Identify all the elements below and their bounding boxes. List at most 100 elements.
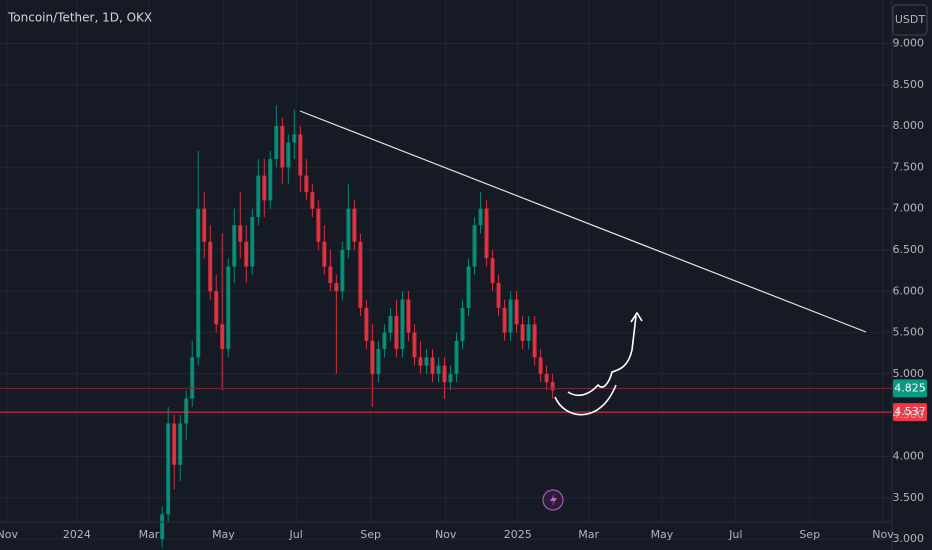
arrow-drawing — [567, 315, 637, 397]
candle-body — [520, 324, 525, 341]
levels: 4.825 4.537 — [0, 379, 927, 422]
x-tick-label: May — [212, 528, 235, 541]
y-tick-label: 8.500 — [893, 78, 925, 91]
x-tick-label: Nov — [0, 528, 18, 541]
candles — [160, 105, 555, 548]
x-tick-label: Jul — [288, 528, 302, 541]
grid — [0, 0, 892, 540]
candle-body — [292, 134, 297, 143]
x-tick-label: 2025 — [504, 528, 532, 541]
x-tick-label: Mar — [578, 528, 599, 541]
y-tick-label: 3.000 — [893, 532, 925, 545]
arrow-head — [630, 311, 643, 323]
candle-body — [424, 357, 429, 366]
candle-body — [346, 208, 351, 250]
x-tick-label: Sep — [799, 528, 820, 541]
curve-drawing — [554, 384, 617, 416]
candle-body — [286, 142, 291, 168]
candle-body — [298, 134, 303, 176]
x-tick-label: Nov — [872, 528, 894, 541]
candle-body — [532, 324, 537, 358]
candle-body — [358, 241, 363, 308]
candle-body — [538, 357, 543, 374]
candle-body — [478, 208, 483, 226]
candle-body — [370, 340, 375, 374]
candle-body — [364, 307, 369, 341]
currency-label: USDT — [895, 13, 926, 26]
y-tick-label: 6.000 — [893, 284, 925, 297]
candle-body — [322, 241, 327, 267]
candle-body — [310, 192, 315, 209]
candle-body — [430, 357, 435, 374]
candle-body — [232, 225, 237, 267]
candle-body — [484, 208, 489, 259]
x-tick-label: May — [651, 528, 674, 541]
candle-body — [382, 332, 387, 350]
candle-body — [352, 208, 357, 242]
candle-body — [208, 241, 213, 292]
candle-body — [316, 208, 321, 242]
candle-body — [196, 208, 201, 358]
candle-body — [544, 373, 549, 383]
lightning — [550, 493, 557, 507]
candle-body — [190, 357, 195, 399]
candle-body — [160, 514, 165, 540]
candle-body — [376, 349, 381, 374]
candle-body — [220, 324, 225, 350]
candle-body — [226, 266, 231, 350]
candle-body — [268, 159, 273, 201]
candle-body — [412, 332, 417, 358]
price-label: 4.825 — [894, 381, 926, 394]
candle-body — [490, 258, 495, 284]
candle-body — [388, 316, 393, 333]
candle-body — [466, 266, 471, 308]
chart-title: Toncoin/Tether, 1D, OKX — [7, 11, 152, 25]
candle-body — [214, 291, 219, 325]
candle-body — [406, 299, 411, 333]
candle-body — [550, 382, 555, 391]
candle-body — [418, 357, 423, 366]
candle-body — [202, 208, 207, 242]
x-tick-label: Nov — [435, 528, 457, 541]
y-tick-label: 4.000 — [893, 449, 925, 462]
y-tick-label: 5.000 — [893, 367, 925, 380]
candle-body — [238, 225, 243, 242]
trend-line — [299, 110, 867, 333]
candle-body — [526, 324, 531, 341]
candle-body — [454, 340, 459, 374]
x-tick-label: Jul — [728, 528, 742, 541]
candle-body — [328, 266, 333, 284]
candle-body — [340, 249, 345, 292]
candle-body — [178, 423, 183, 465]
currency-button[interactable] — [892, 4, 928, 36]
candle-body — [502, 307, 507, 333]
y-tick-label: 7.500 — [893, 160, 925, 173]
candle-body — [400, 299, 405, 350]
candle-body — [514, 299, 519, 325]
candle-body — [250, 216, 255, 267]
candle-body — [508, 299, 513, 333]
y-tick-label: 9.000 — [893, 36, 925, 49]
candle-body — [274, 126, 279, 160]
y-tick-label: 6.500 — [893, 243, 925, 256]
y-tick-label: 4.500 — [893, 408, 925, 421]
x-tick-label: Mar — [139, 528, 160, 541]
y-tick-label: 5.500 — [893, 326, 925, 339]
x-tick-label: 2024 — [63, 528, 91, 541]
candle-body — [256, 175, 261, 217]
candle-body — [334, 283, 339, 292]
y-tick-label: 8.000 — [893, 119, 925, 132]
candle-body — [184, 398, 189, 424]
candle-body — [472, 225, 477, 267]
price-label-bg — [893, 379, 927, 398]
candle-body — [448, 373, 453, 383]
price-label-bg — [893, 403, 927, 422]
candle-body — [442, 365, 447, 383]
candle-body — [394, 316, 399, 350]
candle-body — [280, 126, 285, 168]
candle-body — [262, 175, 267, 201]
candle-body — [172, 423, 177, 465]
